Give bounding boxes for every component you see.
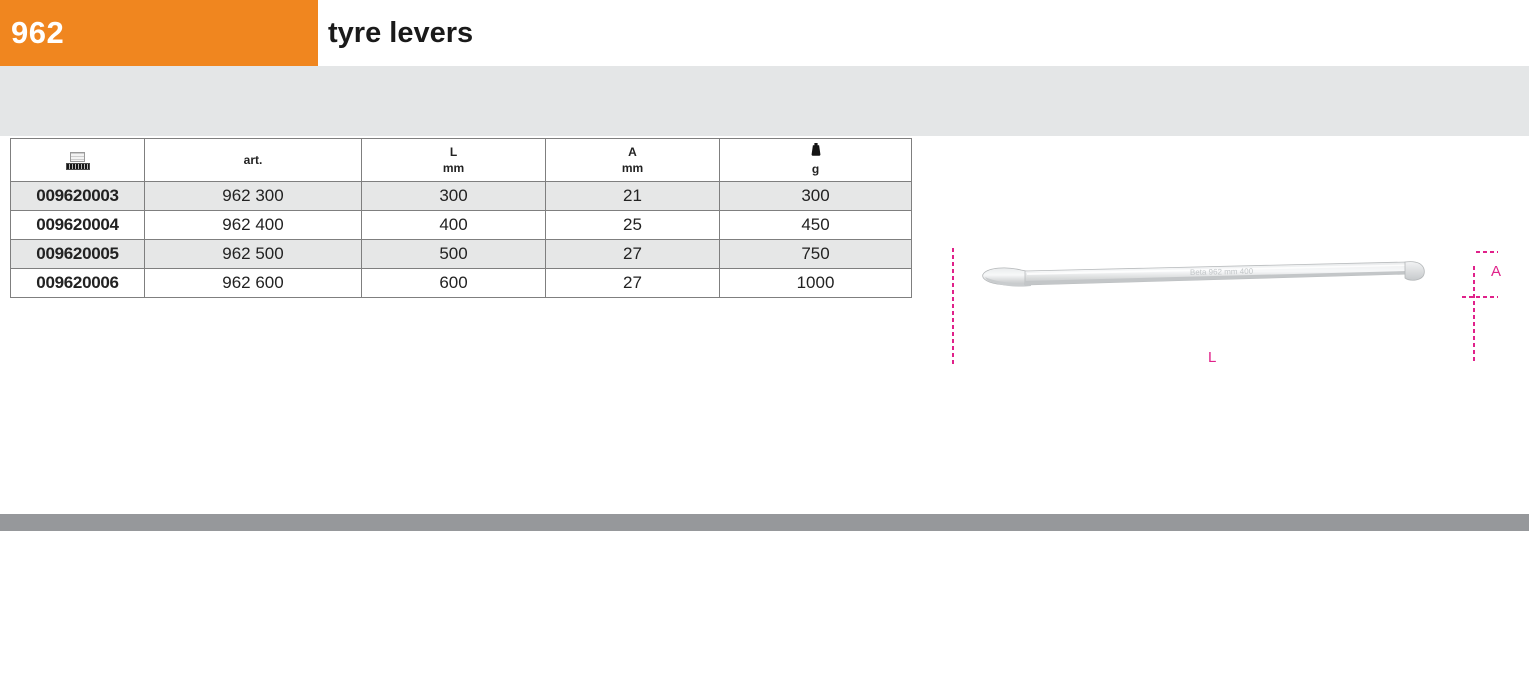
cell-art: 962 400: [144, 210, 362, 240]
dimension-label-a: A: [1491, 263, 1502, 280]
dimension-tick-cross: [1462, 296, 1498, 298]
header-bar: 962 tyre levers: [0, 0, 1529, 66]
tyre-lever-illustration: Beta 962 mm 400: [982, 261, 1425, 287]
cell-length: 500: [361, 239, 546, 269]
bottom-divider-bar: [0, 514, 1529, 531]
dimension-tick-top: [1476, 251, 1498, 253]
cell-art: 962 500: [144, 239, 362, 269]
cell-length: 400: [361, 210, 546, 240]
column-header-length: L mm: [361, 138, 546, 182]
table-row: 009620005 962 500 500 27 750: [10, 239, 912, 269]
cell-length: 600: [361, 268, 546, 298]
cell-a: 27: [545, 239, 720, 269]
dimension-line-right: [1473, 266, 1475, 361]
dimension-label-l: L: [1208, 349, 1217, 366]
spec-table: art. L mm A mm g 009620003: [10, 138, 912, 298]
column-header-code: [10, 138, 145, 182]
product-code-badge: 962: [0, 0, 318, 66]
barcode-icon: [65, 152, 90, 170]
weight-icon: [811, 143, 821, 157]
cell-code: 009620006: [10, 268, 145, 298]
page-title: tyre levers: [328, 16, 474, 49]
cell-a: 25: [545, 210, 720, 240]
cell-code: 009620005: [10, 239, 145, 269]
cell-art: 962 300: [144, 181, 362, 211]
table-row: 009620004 962 400 400 25 450: [10, 210, 912, 240]
table-row: 009620006 962 600 600 27 1000: [10, 268, 912, 298]
cell-length: 300: [361, 181, 546, 211]
cell-art: 962 600: [144, 268, 362, 298]
cell-weight: 1000: [719, 268, 912, 298]
table-header-row: art. L mm A mm g: [10, 138, 912, 182]
cell-code: 009620004: [10, 210, 145, 240]
subheader-band: [0, 66, 1529, 136]
cell-weight: 750: [719, 239, 912, 269]
cell-a: 21: [545, 181, 720, 211]
dimension-line-left: [952, 248, 954, 366]
column-header-art: art.: [144, 138, 362, 182]
column-header-a: A mm: [545, 138, 720, 182]
cell-a: 27: [545, 268, 720, 298]
column-header-weight: g: [719, 138, 912, 182]
table-row: 009620003 962 300 300 21 300: [10, 181, 912, 211]
product-code: 962: [11, 15, 65, 50]
cell-weight: 300: [719, 181, 912, 211]
lever-engraving: Beta 962 mm 400: [1190, 267, 1254, 277]
cell-code: 009620003: [10, 181, 145, 211]
cell-weight: 450: [719, 210, 912, 240]
